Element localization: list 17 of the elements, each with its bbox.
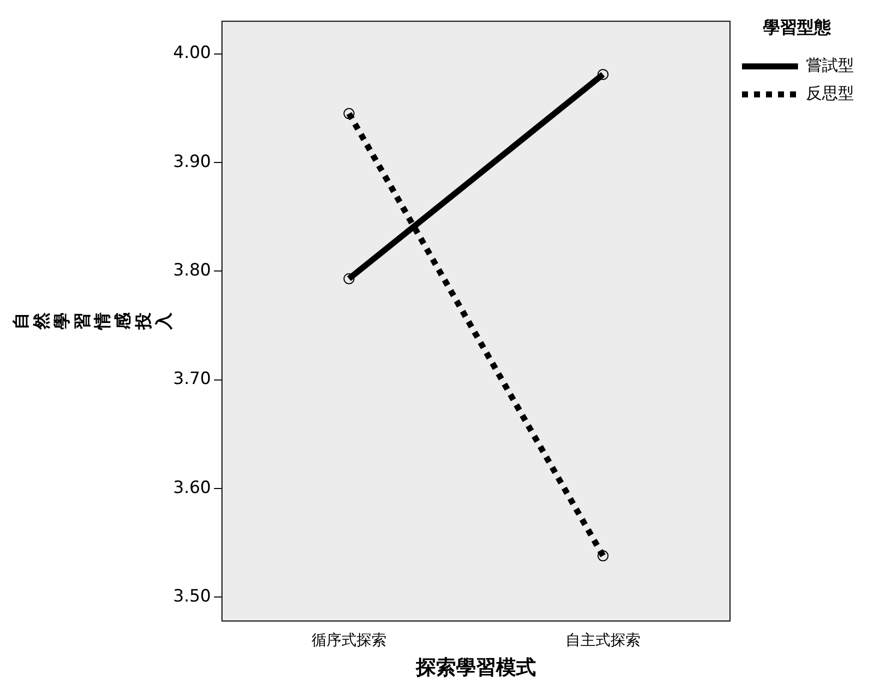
legend-title: 學習型態	[763, 18, 832, 38]
point	[598, 550, 608, 562]
y-tick-label: 3.50	[173, 586, 211, 607]
x-tick-label: 循序式探索	[312, 630, 386, 649]
y-tick-label: 3.90	[173, 152, 211, 172]
legend-label: 嘗試型	[806, 56, 854, 75]
y-tick-label: 4.00	[173, 43, 211, 64]
y-tick-label: 3.60	[173, 478, 211, 498]
x-axis-title: 探索學習模式	[415, 655, 536, 680]
y-tick-label: 3.80	[173, 260, 211, 281]
y-axis-title: 自然學習情感投入	[12, 312, 174, 331]
x-tick-label: 自主式探索	[566, 630, 640, 649]
point	[598, 68, 608, 80]
y-tick-label: 3.70	[173, 369, 211, 390]
point	[344, 273, 354, 284]
point	[344, 108, 354, 120]
legend-label: 反思型	[806, 84, 854, 103]
